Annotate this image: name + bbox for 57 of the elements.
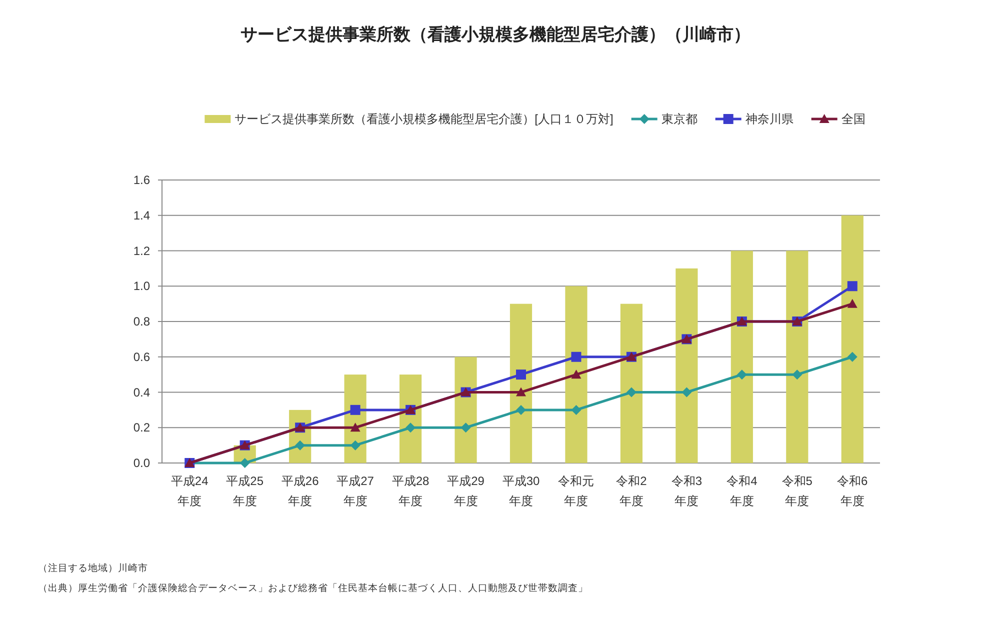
x-tick-label: 平成26年度 xyxy=(281,474,320,508)
legend-label: 全国 xyxy=(841,112,866,126)
x-tick-label: 平成29年度 xyxy=(447,474,485,508)
y-tick-label: 1.0 xyxy=(133,279,150,294)
point xyxy=(516,404,526,415)
point xyxy=(571,404,582,415)
y-tick-label: 0.6 xyxy=(133,350,150,364)
point xyxy=(847,298,858,308)
x-tick-label: 令和5年度 xyxy=(782,474,813,508)
bar xyxy=(841,215,864,463)
y-tick-label: 1.6 xyxy=(133,173,150,187)
point xyxy=(350,404,360,415)
y-tick-label: 1.2 xyxy=(133,244,150,258)
x-tick-label: 令和2年度 xyxy=(616,474,648,508)
bar xyxy=(565,286,588,463)
x-tick-label: 平成28年度 xyxy=(392,474,430,508)
x-tick-label: 平成24年度 xyxy=(170,474,209,508)
legend-label: サービス提供事業所数（看護小規模多機能型居宅介護）[人口１０万対] xyxy=(234,112,614,126)
y-tick-label: 0.4 xyxy=(133,385,150,400)
y-tick-label: 0.0 xyxy=(133,456,150,470)
point xyxy=(571,370,582,379)
x-tick-label: 令和6年度 xyxy=(837,474,868,508)
text: （出典）厚生労働省「介護保険総合データベース」および総務省「住民基本台帳に基づく人口、人口動態及び世帯数調査」 xyxy=(38,582,588,594)
point xyxy=(350,422,360,432)
point xyxy=(516,387,526,396)
y-tick-label: 0.8 xyxy=(133,314,150,328)
point xyxy=(295,440,306,450)
point xyxy=(240,458,250,468)
x-tick-label: 令和3年度 xyxy=(671,474,702,508)
y-tick-label: 0.2 xyxy=(133,420,150,435)
x-tick-label: 令和4年度 xyxy=(726,474,758,508)
x-tick-label: 平成25年度 xyxy=(226,474,264,508)
bar xyxy=(676,268,698,463)
point xyxy=(626,387,636,398)
chart-title: サービス提供事業所数（看護小規模多機能型居宅介護）（川崎市） xyxy=(240,25,750,44)
bar xyxy=(510,304,532,463)
bar xyxy=(620,304,643,463)
point xyxy=(460,422,471,433)
point xyxy=(516,370,526,380)
point xyxy=(350,440,360,450)
text: （注目する地域）川崎市 xyxy=(38,562,148,574)
bar xyxy=(786,250,808,463)
point xyxy=(847,352,858,362)
point xyxy=(571,352,582,362)
point xyxy=(682,387,692,398)
bar xyxy=(730,250,753,463)
x-tick-label: 平成27年度 xyxy=(336,474,374,508)
bar xyxy=(454,356,477,463)
x-tick-label: 令和元年度 xyxy=(558,474,594,508)
point xyxy=(406,422,416,433)
point xyxy=(792,370,802,380)
x-tick-label: 平成30年度 xyxy=(502,474,540,508)
point xyxy=(736,370,747,380)
point xyxy=(847,281,858,292)
y-tick-label: 1.4 xyxy=(133,208,150,222)
legend-label: 神奈川県 xyxy=(745,112,794,126)
legend-label: 東京都 xyxy=(661,112,698,126)
